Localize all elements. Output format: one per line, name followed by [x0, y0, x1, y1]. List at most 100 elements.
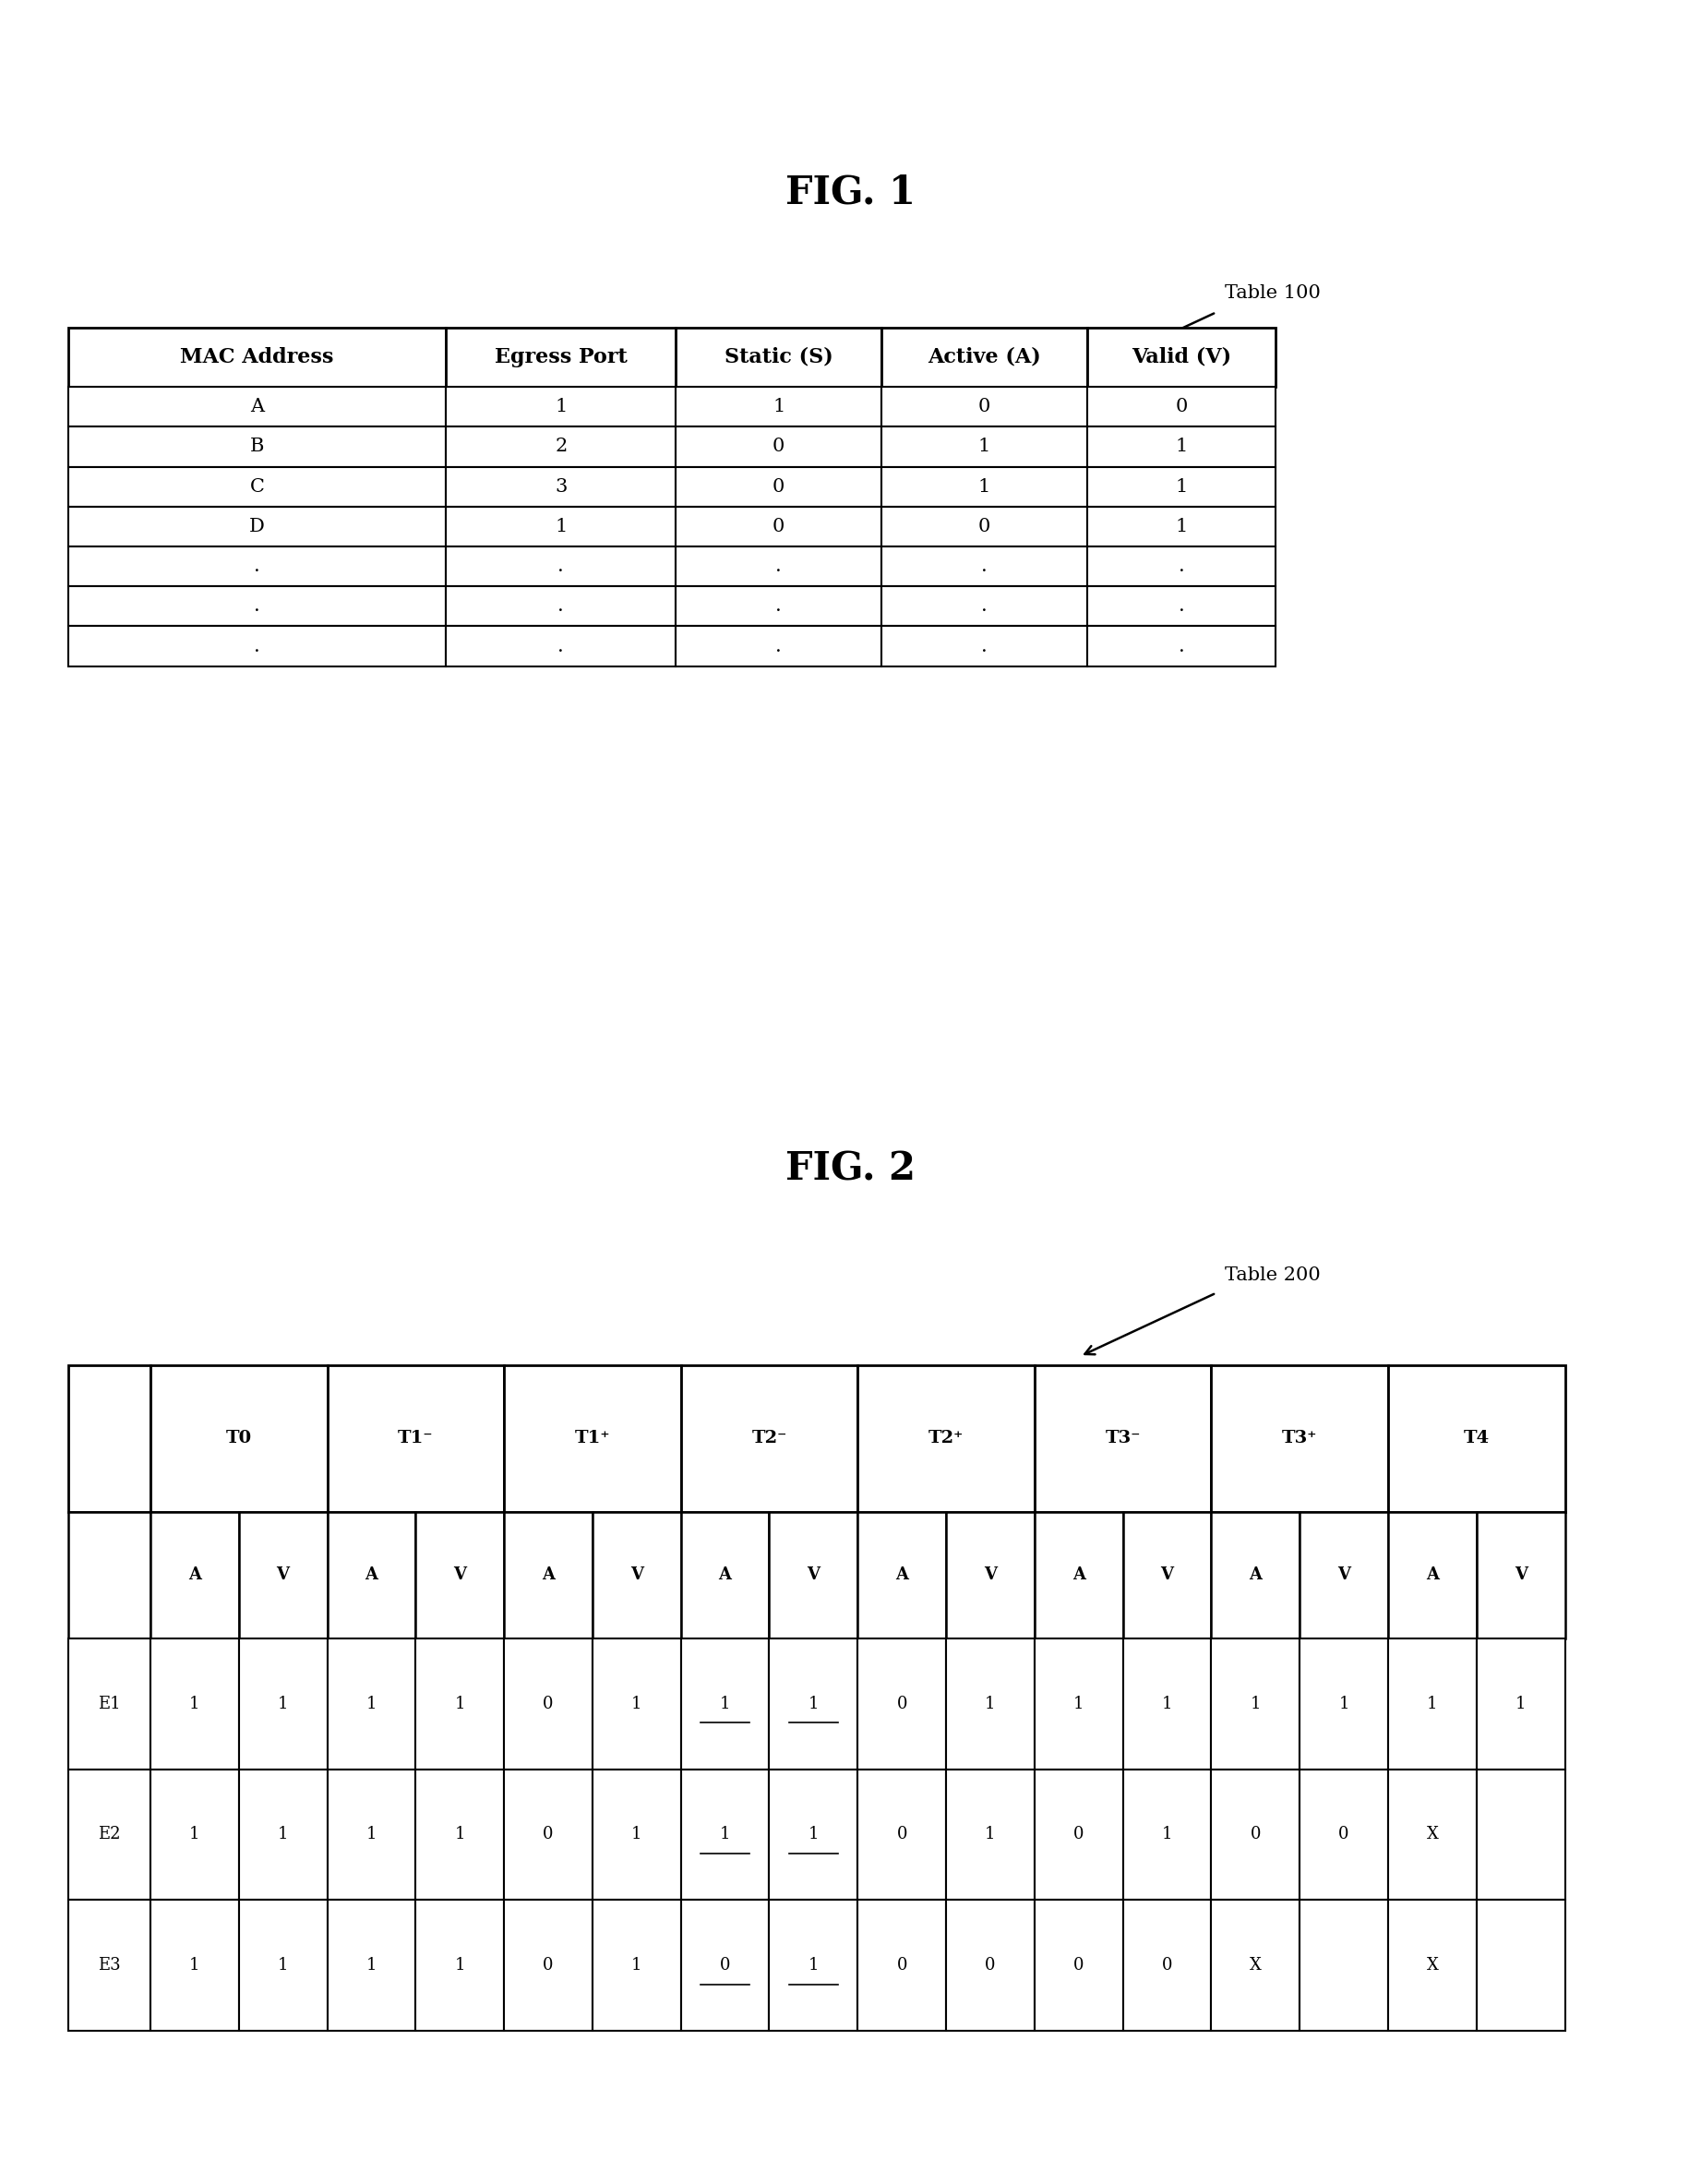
- Text: 0: 0: [978, 397, 990, 415]
- Text: .: .: [253, 598, 260, 616]
- Bar: [1476, 1638, 1565, 1769]
- Bar: [592, 1638, 680, 1769]
- Bar: [680, 1900, 769, 2031]
- Bar: [680, 1638, 769, 1769]
- Bar: [680, 1365, 857, 1511]
- Text: .: .: [1179, 638, 1184, 655]
- Bar: [68, 1365, 150, 1511]
- Text: 1: 1: [454, 1695, 464, 1712]
- Text: .: .: [776, 598, 782, 616]
- Text: 1: 1: [808, 1695, 818, 1712]
- Bar: [857, 1511, 946, 1638]
- Bar: [68, 1900, 150, 2031]
- Bar: [1087, 467, 1276, 507]
- Bar: [1388, 1511, 1476, 1638]
- Bar: [857, 1900, 946, 2031]
- Text: 1: 1: [189, 1826, 201, 1843]
- Text: V: V: [277, 1566, 289, 1583]
- Bar: [1087, 627, 1276, 666]
- Bar: [857, 1769, 946, 1900]
- Bar: [1034, 1769, 1123, 1900]
- Text: 0: 0: [772, 439, 784, 456]
- Bar: [446, 387, 675, 426]
- Text: 0: 0: [772, 518, 784, 535]
- Bar: [238, 1900, 327, 2031]
- Text: Egress Port: Egress Port: [495, 347, 628, 367]
- Bar: [327, 1638, 415, 1769]
- Bar: [150, 1365, 327, 1511]
- Bar: [150, 1511, 238, 1638]
- Bar: [1476, 1769, 1565, 1900]
- Text: 1: 1: [1162, 1826, 1172, 1843]
- Text: V: V: [629, 1566, 643, 1583]
- Bar: [946, 1769, 1034, 1900]
- Bar: [881, 585, 1087, 627]
- Bar: [238, 1638, 327, 1769]
- Text: 0: 0: [896, 1826, 907, 1843]
- Text: 0: 0: [1175, 397, 1187, 415]
- Bar: [1087, 387, 1276, 426]
- Bar: [68, 627, 446, 666]
- Bar: [327, 1769, 415, 1900]
- Bar: [68, 1769, 150, 1900]
- Bar: [1300, 1900, 1388, 2031]
- Bar: [1388, 1900, 1476, 2031]
- Bar: [446, 585, 675, 627]
- Text: X: X: [1427, 1826, 1439, 1843]
- Bar: [675, 328, 881, 387]
- Bar: [1087, 426, 1276, 467]
- Bar: [881, 426, 1087, 467]
- Text: 1: 1: [454, 1957, 464, 1974]
- Text: 0: 0: [1162, 1957, 1172, 1974]
- Text: V: V: [454, 1566, 466, 1583]
- Bar: [68, 1511, 150, 1638]
- Bar: [1211, 1511, 1300, 1638]
- Text: 0: 0: [978, 518, 990, 535]
- Text: .: .: [776, 638, 782, 655]
- Text: 0: 0: [1339, 1826, 1349, 1843]
- Text: 0: 0: [543, 1957, 553, 1974]
- Bar: [946, 1638, 1034, 1769]
- Text: T2⁺: T2⁺: [929, 1431, 964, 1446]
- Text: V: V: [1514, 1566, 1527, 1583]
- Bar: [680, 1511, 769, 1638]
- Text: E2: E2: [99, 1826, 121, 1843]
- Text: 1: 1: [366, 1957, 376, 1974]
- Text: X: X: [1427, 1957, 1439, 1974]
- Text: 1: 1: [1175, 478, 1187, 496]
- Bar: [1476, 1900, 1565, 2031]
- Text: 1: 1: [366, 1695, 376, 1712]
- Text: D: D: [250, 518, 265, 535]
- Bar: [1123, 1638, 1211, 1769]
- Bar: [1388, 1365, 1565, 1511]
- Text: 1: 1: [1516, 1695, 1526, 1712]
- Text: T3⁺: T3⁺: [1283, 1431, 1317, 1446]
- Text: 1: 1: [772, 397, 784, 415]
- Text: .: .: [981, 598, 987, 616]
- Bar: [946, 1511, 1034, 1638]
- Bar: [1087, 546, 1276, 585]
- Bar: [503, 1365, 680, 1511]
- Bar: [675, 585, 881, 627]
- Bar: [446, 467, 675, 507]
- Bar: [1211, 1769, 1300, 1900]
- Text: 1: 1: [366, 1826, 376, 1843]
- Text: T1⁺: T1⁺: [575, 1431, 611, 1446]
- Bar: [675, 387, 881, 426]
- Text: 1: 1: [277, 1957, 287, 1974]
- Text: .: .: [1179, 598, 1184, 616]
- Text: 1: 1: [978, 478, 990, 496]
- Bar: [327, 1900, 415, 2031]
- Text: 1: 1: [720, 1695, 730, 1712]
- Bar: [446, 426, 675, 467]
- Text: 1: 1: [631, 1826, 641, 1843]
- Text: 1: 1: [1073, 1695, 1084, 1712]
- Text: 1: 1: [631, 1695, 641, 1712]
- Text: .: .: [981, 557, 987, 574]
- Text: .: .: [558, 598, 565, 616]
- Bar: [68, 467, 446, 507]
- Text: 3: 3: [555, 478, 566, 496]
- Bar: [1211, 1365, 1388, 1511]
- Text: 1: 1: [555, 397, 566, 415]
- Bar: [68, 507, 446, 546]
